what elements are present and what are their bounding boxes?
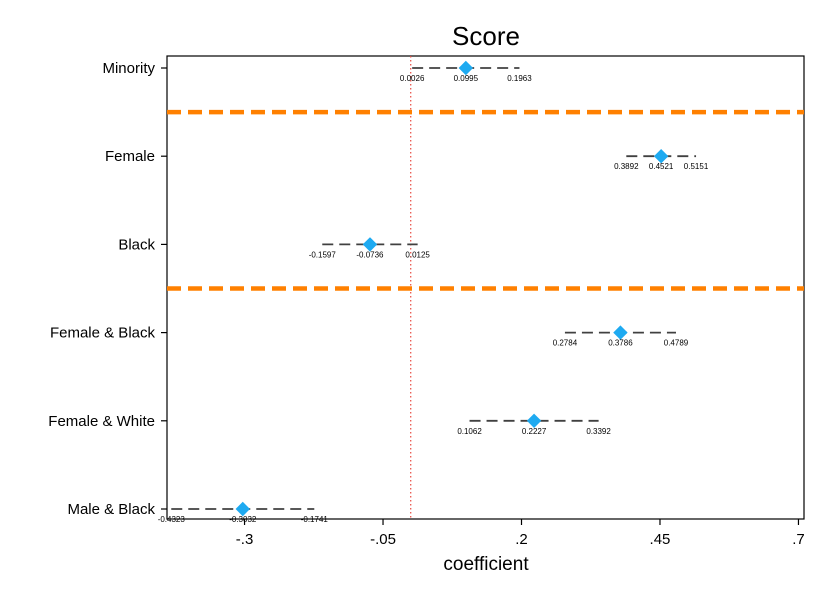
x-tick-label: .2: [515, 531, 528, 548]
y-axis: Minority Female Black Female & Black Female …: [48, 60, 167, 518]
y-tick-label: Female & Black: [50, 325, 156, 342]
y-tick-label: Female & White: [48, 413, 155, 430]
x-tick-label: .7: [792, 531, 805, 548]
upper-bound-label: 0.3392: [586, 427, 611, 436]
lower-bound-label: -0.4323: [158, 515, 186, 524]
estimate-marker: [613, 325, 628, 340]
lower-bound-label: 0.2784: [553, 339, 578, 348]
estimate-label: 0.3786: [608, 339, 633, 348]
upper-bound-label: 0.4789: [664, 339, 689, 348]
estimate-marker: [362, 237, 378, 252]
upper-bound-label: 0.0125: [405, 250, 430, 259]
separator-layer: [167, 109, 804, 291]
x-axis: -.3 -.05 .2 .45 .7: [236, 519, 805, 548]
estimate-marker: [458, 60, 474, 76]
lower-bound-label: 0.1062: [457, 427, 482, 436]
point-layer: [235, 60, 669, 517]
x-axis-label: coefficient: [443, 554, 529, 575]
estimate-label: 0.4521: [649, 162, 674, 171]
lower-bound-label: 0.0026: [400, 74, 425, 83]
upper-bound-label: 0.1963: [507, 74, 532, 83]
estimate-label: 0.2227: [522, 427, 547, 436]
y-tick-label: Male & Black: [67, 501, 155, 518]
y-tick-label: Female: [105, 148, 155, 165]
estimate-marker: [653, 148, 669, 164]
lower-bound-label: -0.1597: [309, 250, 337, 259]
estimate-marker: [526, 413, 542, 429]
x-tick-label: -.3: [236, 531, 254, 548]
y-tick-label: Minority: [102, 60, 155, 77]
estimate-label: -0.3032: [229, 515, 257, 524]
estimate-label: -0.0736: [356, 250, 384, 259]
upper-bound-label: -0.1741: [301, 515, 329, 524]
x-tick-label: .45: [650, 531, 671, 548]
data-label-layer: 0.0026 0.0995 0.1963 0.3892 0.4521 0.5151 -0.1…: [158, 74, 709, 524]
chart-title: Score: [452, 21, 520, 51]
lower-bound-label: 0.3892: [614, 162, 639, 171]
y-tick-label: Black: [118, 236, 155, 253]
x-tick-label: -.05: [370, 531, 396, 548]
estimate-label: 0.0995: [454, 74, 479, 83]
upper-bound-label: 0.5151: [684, 162, 709, 171]
estimate-marker: [235, 501, 250, 517]
